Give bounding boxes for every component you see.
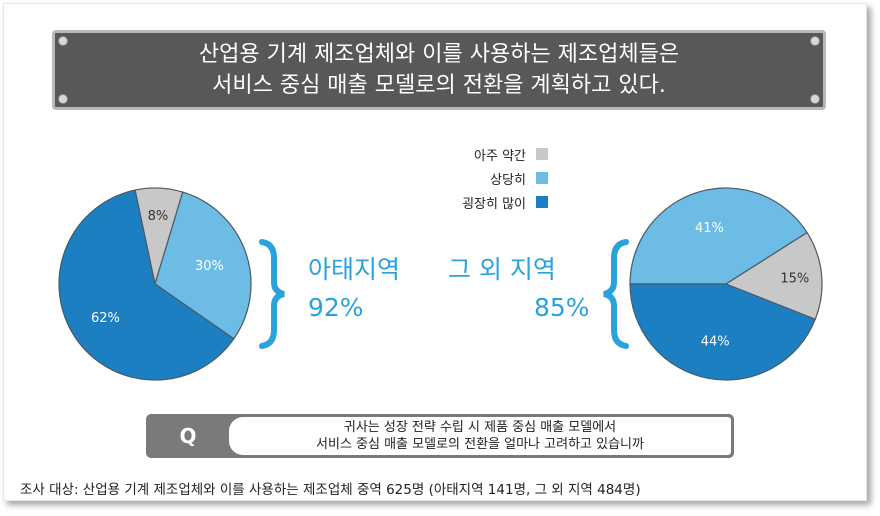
pie-slice [724,231,823,321]
right-brace [603,239,629,349]
pie-slice [629,283,817,381]
question-line-1: 귀사는 성장 전략 수립 시 제품 중심 매출 모델에서 [343,420,617,435]
legend-item: 아주 약간 [420,142,548,166]
legend: 아주 약간 상당히 굉장히 많이 [420,142,548,214]
legend-swatch [536,196,548,208]
rivet-icon [810,94,820,104]
pie-slice [58,189,235,381]
title-line-2: 서비스 중심 매출 모델로의 전환을 계획하고 있다. [212,73,666,98]
left-brace [259,239,285,349]
legend-swatch [536,172,548,184]
legend-label: 상당히 [490,172,526,188]
title-line-1: 산업용 기계 제조업체와 이를 사용하는 제조업체들은 [198,42,680,67]
slice-label: 44% [701,335,730,350]
rivet-icon [58,94,68,104]
question-line-2: 서비스 중심 매출 모델로의 전환을 얼마나 고려하고 있습니까 [316,437,644,452]
legend-label: 굉장히 많이 [462,196,526,212]
footnote: 조사 대상: 산업용 기계 제조업체와 이를 사용하는 제조업체 중역 625명… [20,482,641,498]
slice-label: 62% [91,311,120,326]
total-label-apac: 92% [308,293,364,322]
legend-swatch [536,148,548,160]
pie-slice [154,191,252,340]
legend-label: 아주 약간 [474,148,526,164]
rivet-icon [810,36,820,46]
question-letter: Q [179,424,197,448]
slice-label: 30% [195,259,224,274]
question-text-box: 귀사는 성장 전략 수립 시 제품 중심 매출 모델에서 서비스 중심 매출 모… [229,417,731,455]
rivet-icon [58,36,68,46]
slice-label: 15% [780,271,809,286]
title-banner: 산업용 기계 제조업체와 이를 사용하는 제조업체들은 서비스 중심 매출 모델… [52,30,826,110]
slice-label: 8% [148,209,169,224]
total-label-other: 85% [534,293,590,322]
legend-item: 굉장히 많이 [420,190,548,214]
region-label-apac: 아태지역 [308,255,401,284]
slice-label: 41% [695,221,724,236]
region-label-other: 그 외 지역 [448,255,556,284]
legend-item: 상당히 [420,166,548,190]
